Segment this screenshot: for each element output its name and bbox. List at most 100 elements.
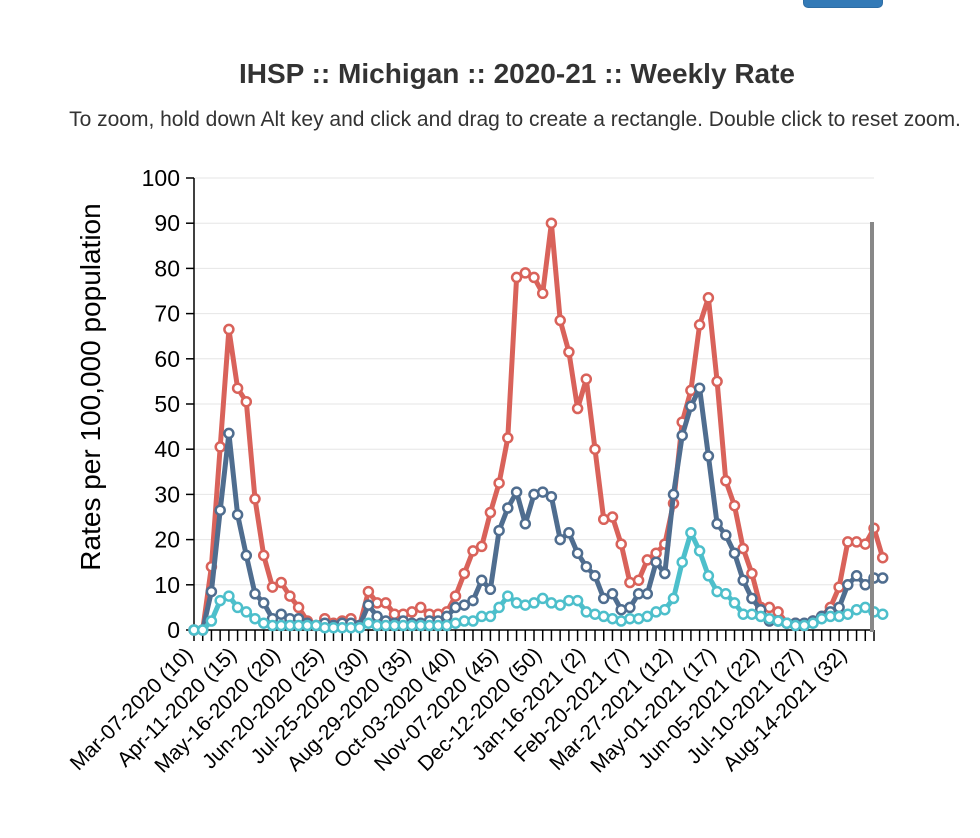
y-tick-label: 70 bbox=[154, 301, 180, 327]
chart-subtitle: To zoom, hold down Alt key and click and… bbox=[69, 108, 961, 131]
data-point bbox=[850, 570, 863, 582]
data-point bbox=[528, 597, 540, 609]
data-point bbox=[876, 608, 889, 620]
data-point bbox=[737, 574, 749, 587]
data-point bbox=[833, 601, 845, 614]
data-point bbox=[380, 597, 392, 609]
y-tick-label: 60 bbox=[154, 346, 180, 372]
data-point bbox=[362, 585, 375, 598]
data-point bbox=[414, 601, 427, 614]
data-point bbox=[641, 588, 654, 600]
data-point bbox=[632, 574, 645, 587]
y-tick-label: 80 bbox=[154, 255, 180, 281]
data-point bbox=[842, 608, 854, 620]
data-point bbox=[589, 443, 601, 455]
data-point bbox=[536, 592, 549, 605]
data-point bbox=[589, 570, 601, 582]
data-point bbox=[859, 538, 872, 550]
data-point bbox=[746, 567, 758, 580]
data-point bbox=[249, 612, 261, 625]
data-point bbox=[580, 560, 593, 573]
data-point bbox=[606, 588, 619, 600]
data-point bbox=[659, 603, 671, 616]
data-point bbox=[510, 486, 523, 498]
data-point bbox=[702, 570, 715, 582]
data-point bbox=[650, 547, 662, 559]
data-point bbox=[876, 551, 889, 564]
data-point bbox=[502, 502, 514, 514]
data-point bbox=[231, 382, 244, 394]
data-point bbox=[711, 375, 723, 388]
data-point bbox=[292, 601, 305, 614]
data-point bbox=[493, 477, 505, 489]
data-point bbox=[702, 292, 715, 304]
data-point bbox=[571, 547, 584, 559]
data-point bbox=[536, 486, 549, 498]
data-point bbox=[223, 590, 235, 602]
data-point bbox=[362, 599, 375, 611]
data-point bbox=[257, 549, 270, 562]
data-point bbox=[746, 592, 758, 605]
data-point bbox=[205, 585, 218, 598]
data-point bbox=[720, 475, 732, 487]
data-point bbox=[502, 432, 514, 444]
data-point bbox=[720, 529, 732, 541]
data-point bbox=[737, 542, 749, 555]
data-point bbox=[240, 606, 253, 618]
data-point bbox=[563, 346, 575, 358]
data-point bbox=[493, 601, 505, 614]
data-point bbox=[545, 217, 558, 229]
data-point bbox=[641, 610, 654, 623]
y-tick-label: 90 bbox=[154, 210, 180, 236]
y-tick-label: 30 bbox=[154, 481, 180, 507]
series-lines bbox=[188, 217, 889, 636]
data-point bbox=[728, 499, 741, 512]
data-point bbox=[676, 556, 688, 568]
data-point bbox=[493, 524, 505, 537]
data-point bbox=[484, 583, 497, 596]
top-action-button[interactable] bbox=[803, 0, 883, 8]
data-point bbox=[275, 608, 287, 620]
data-point bbox=[441, 610, 453, 623]
data-point bbox=[693, 382, 706, 394]
data-point bbox=[571, 402, 584, 415]
data-point bbox=[772, 606, 784, 618]
data-point bbox=[214, 594, 226, 607]
data-point bbox=[693, 319, 706, 331]
data-point bbox=[702, 450, 715, 462]
data-point bbox=[257, 597, 270, 609]
data-point bbox=[554, 533, 566, 546]
data-point bbox=[676, 429, 688, 442]
data-point bbox=[249, 493, 261, 505]
data-point bbox=[510, 271, 523, 284]
data-point bbox=[484, 506, 497, 519]
data-point bbox=[580, 373, 593, 385]
y-axis-title: Rates per 100,000 population bbox=[75, 203, 106, 570]
data-point bbox=[650, 556, 662, 568]
series-1 bbox=[188, 217, 889, 636]
data-point bbox=[467, 545, 479, 557]
gridlines bbox=[194, 177, 874, 586]
series-line bbox=[191, 220, 886, 633]
data-point bbox=[475, 540, 488, 553]
data-point bbox=[240, 549, 253, 562]
y-tick-label: 20 bbox=[154, 527, 180, 553]
data-point bbox=[519, 267, 532, 279]
data-point bbox=[563, 527, 575, 539]
data-point bbox=[711, 518, 723, 530]
data-point bbox=[859, 601, 872, 614]
data-point bbox=[667, 488, 680, 501]
data-point bbox=[275, 576, 287, 589]
data-point bbox=[528, 271, 540, 284]
data-point bbox=[353, 621, 366, 634]
data-point bbox=[728, 597, 741, 609]
data-point bbox=[449, 590, 462, 602]
data-point bbox=[458, 599, 471, 611]
y-tick-label: 100 bbox=[142, 165, 180, 191]
y-tick-label: 0 bbox=[167, 617, 180, 643]
data-point bbox=[876, 572, 889, 584]
data-point bbox=[667, 592, 680, 605]
series-3 bbox=[188, 527, 889, 636]
